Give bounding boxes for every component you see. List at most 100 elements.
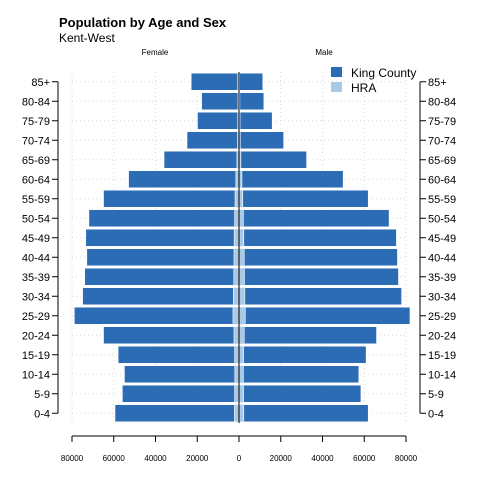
- legend-label-hra: HRA: [351, 81, 376, 95]
- age-label-right: 50-54: [428, 213, 456, 225]
- bar-female-hra: [234, 209, 240, 228]
- legend-swatch-hra: [331, 82, 342, 92]
- bar-male-hra: [238, 345, 244, 364]
- age-label-right: 70-74: [428, 135, 456, 147]
- age-label-left: 30-34: [22, 291, 50, 303]
- age-label-right: 20-24: [428, 330, 456, 342]
- bar-female-king-county: [84, 267, 240, 287]
- age-label-right: 65-69: [428, 155, 456, 167]
- bar-female-hra: [233, 287, 240, 306]
- x-tick-label: 40000: [144, 454, 167, 463]
- bar-male-hra: [238, 267, 245, 286]
- bar-male-hra: [238, 228, 245, 247]
- bar-male-hra: [238, 306, 246, 325]
- bar-male-king-county: [238, 91, 265, 111]
- age-label-left: 45-49: [22, 233, 50, 245]
- bar-male-king-county: [238, 150, 308, 170]
- bar-female-king-county: [186, 130, 240, 150]
- bar-female-king-county: [88, 208, 240, 228]
- age-label-left: 50-54: [22, 213, 50, 225]
- bar-female-hra: [234, 365, 240, 384]
- x-tick-label: 0: [237, 454, 242, 463]
- bar-female-king-county: [102, 325, 240, 345]
- bar-male-hra: [238, 326, 245, 345]
- bar-male-king-county: [238, 306, 411, 326]
- bar-male-king-county: [238, 384, 362, 404]
- bar-male-king-county: [238, 247, 399, 267]
- bar-male-hra: [238, 384, 244, 403]
- bar-female-king-county: [102, 189, 240, 209]
- bar-male-hra: [238, 404, 245, 423]
- bar-female-king-county: [196, 111, 240, 131]
- age-label-left: 15-19: [22, 350, 50, 362]
- bar-female-king-county: [190, 72, 240, 92]
- age-label-right: 75-79: [428, 116, 456, 128]
- age-label-right: 40-44: [428, 252, 456, 264]
- bar-male-hra: [238, 248, 245, 267]
- bar-male-king-county: [238, 169, 344, 189]
- age-label-right: 10-14: [428, 369, 456, 381]
- bar-female-king-county: [85, 228, 240, 248]
- bar-female-king-county: [127, 169, 240, 189]
- chart-subtitle: Kent-West: [59, 31, 115, 45]
- bar-female-king-county: [81, 286, 240, 306]
- age-label-left: 5-9: [34, 389, 50, 401]
- bar-female-king-county: [114, 403, 240, 423]
- age-label-right: 45-49: [428, 233, 456, 245]
- x-tick-label: 40000: [311, 454, 334, 463]
- bar-male-king-county: [238, 325, 378, 345]
- chart-title: Population by Age and Sex: [59, 15, 227, 30]
- bar-female-hra: [233, 326, 240, 345]
- bar-female-king-county: [121, 384, 240, 404]
- x-tick-label: 80000: [61, 454, 84, 463]
- bar-male-hra: [238, 189, 244, 208]
- bar-male-king-county: [238, 364, 360, 384]
- bar-male-king-county: [238, 189, 369, 209]
- bar-male-king-county: [238, 208, 390, 228]
- axes: 0-4 0-4 5-9 5-9 10-14 10-14 15-19 15-19 20-24 20-…: [22, 77, 456, 463]
- age-label-left: 40-44: [22, 252, 50, 264]
- bar-female-hra: [234, 345, 240, 364]
- x-tick-label: 60000: [103, 454, 126, 463]
- bar-female-king-county: [86, 247, 240, 267]
- age-label-right: 60-64: [428, 174, 456, 186]
- age-label-left: 55-59: [22, 194, 50, 206]
- age-label-left: 60-64: [22, 174, 50, 186]
- bar-male-king-county: [238, 228, 398, 248]
- age-label-right: 15-19: [428, 350, 456, 362]
- age-label-left: 35-39: [22, 272, 50, 284]
- bar-female-hra: [232, 306, 240, 325]
- x-tick-label: 20000: [186, 454, 209, 463]
- bar-female-hra: [234, 189, 240, 208]
- age-label-left: 65-69: [22, 155, 50, 167]
- bar-female-king-county: [163, 150, 240, 170]
- bar-male-king-county: [238, 72, 264, 92]
- bar-male-hra: [238, 209, 244, 228]
- bar-male-hra: [238, 365, 244, 384]
- x-tick-label: 80000: [395, 454, 418, 463]
- age-label-left: 25-29: [22, 311, 50, 323]
- bar-female-hra: [234, 384, 240, 403]
- age-label-left: 85+: [31, 77, 50, 89]
- bar-male-king-county: [238, 267, 400, 287]
- bar-male-king-county: [238, 403, 369, 423]
- male-side-label: Male: [315, 48, 333, 57]
- bar-female-hra: [233, 248, 240, 267]
- age-label-right: 35-39: [428, 272, 456, 284]
- bar-male-king-county: [238, 130, 285, 150]
- age-label-right: 85+: [428, 77, 447, 89]
- bar-female-king-county: [117, 345, 240, 365]
- age-label-right: 30-34: [428, 291, 456, 303]
- bar-female-king-county: [123, 364, 240, 384]
- bar-female-king-county: [73, 306, 240, 326]
- age-label-right: 0-4: [428, 408, 444, 420]
- age-label-right: 25-29: [428, 311, 456, 323]
- age-label-left: 20-24: [22, 330, 50, 342]
- age-label-left: 10-14: [22, 369, 50, 381]
- age-label-left: 75-79: [22, 116, 50, 128]
- legend-swatch-king-county: [331, 67, 342, 77]
- age-label-left: 0-4: [34, 408, 50, 420]
- bar-female-hra: [233, 267, 240, 286]
